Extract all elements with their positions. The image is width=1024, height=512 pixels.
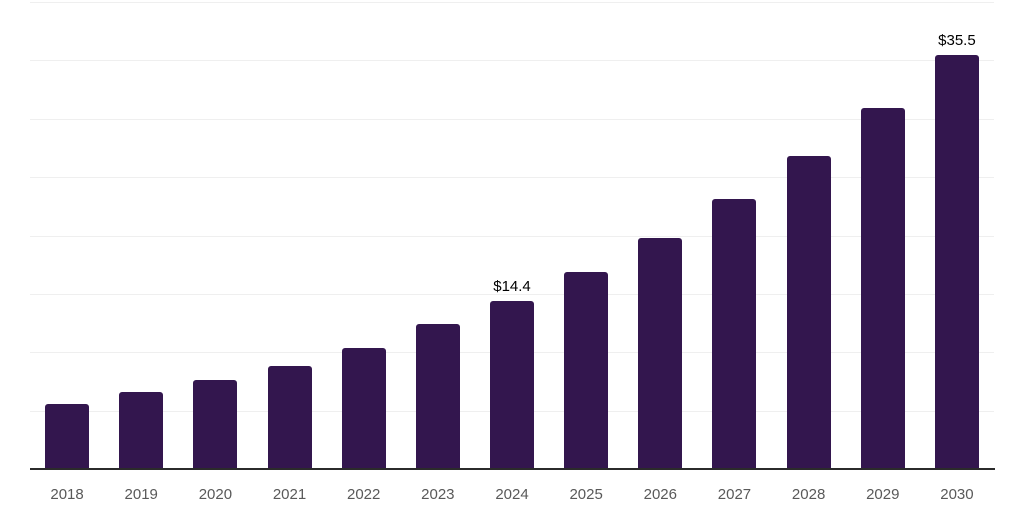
- y-gridline: [30, 2, 994, 3]
- x-tick-label: 2026: [643, 486, 677, 503]
- bar: [193, 380, 237, 469]
- x-tick-label: 2029: [866, 486, 900, 503]
- bar-value-label: $14.4: [493, 278, 531, 295]
- bar: [638, 238, 682, 469]
- bar: [564, 272, 608, 469]
- x-tick-label: 2028: [791, 486, 826, 503]
- x-tick-label: 2019: [124, 486, 158, 503]
- y-gridline: [30, 294, 994, 295]
- x-tick-label: 2030: [940, 486, 974, 503]
- y-gridline: [30, 236, 994, 237]
- bar: [861, 108, 905, 469]
- bar: [787, 156, 831, 469]
- x-axis-line: [30, 468, 995, 470]
- x-tick-label: 2021: [272, 486, 307, 503]
- y-gridline: [30, 119, 994, 120]
- bar: [712, 199, 756, 469]
- x-tick-label: 2025: [569, 486, 603, 503]
- x-tick-label: 2023: [421, 486, 455, 503]
- x-tick-label: 2027: [717, 486, 752, 503]
- bar: [342, 348, 386, 469]
- y-gridline: [30, 60, 994, 61]
- bar: [119, 392, 163, 469]
- bar: [416, 324, 460, 469]
- x-tick-label: 2020: [198, 486, 233, 503]
- x-tick-label: 2022: [347, 486, 381, 503]
- x-tick-label: 2018: [50, 486, 84, 503]
- y-gridline: [30, 177, 994, 178]
- bar: [490, 301, 534, 469]
- x-tick-label: 2024: [495, 486, 529, 503]
- bar-value-label: $35.5: [938, 32, 976, 49]
- bar: [935, 55, 979, 469]
- bar: [268, 366, 312, 469]
- bar: [45, 404, 89, 469]
